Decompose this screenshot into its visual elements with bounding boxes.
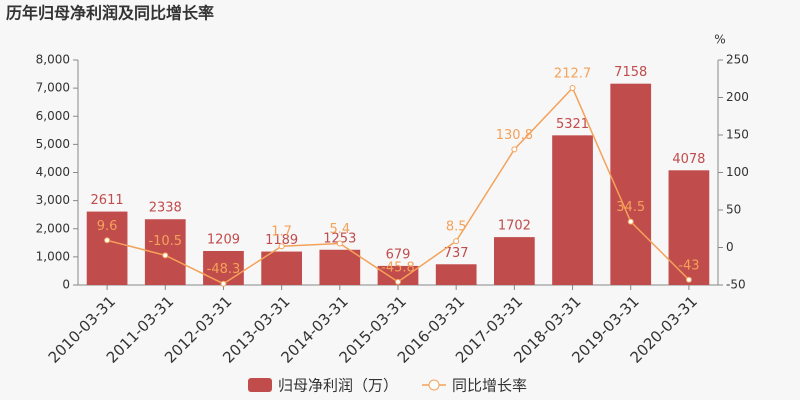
line-label: 130.8 [496, 128, 533, 143]
y-tick-label: 1,000 [36, 249, 70, 263]
bar-label: 2338 [149, 201, 182, 216]
y-tick-label: 4,000 [36, 165, 70, 179]
bar-label: 2611 [91, 193, 124, 208]
bar [319, 249, 361, 285]
y2-tick-label: 150 [726, 128, 749, 142]
y2-unit: % [714, 33, 725, 47]
y-tick-label: 3,000 [36, 193, 70, 207]
y-tick-label: 5,000 [36, 137, 70, 151]
chart-title: 历年归母净利润及同比增长率 [6, 4, 214, 23]
bar-label: 737 [444, 246, 469, 261]
bar-label: 1209 [207, 232, 240, 247]
y2-tick-label: 250 [726, 53, 749, 67]
line-point [627, 218, 634, 225]
y2-tick-label: 50 [726, 203, 741, 217]
line-label: 9.6 [97, 219, 118, 234]
line-label: 1.7 [271, 225, 292, 240]
bar [261, 251, 302, 285]
y-tick-label: 0 [62, 278, 70, 292]
bar-label: 679 [386, 247, 411, 262]
line-label: -10.5 [148, 234, 182, 249]
y-tick-label: 2,000 [36, 221, 70, 235]
bar [494, 237, 535, 285]
y-tick-label: 8,000 [36, 53, 70, 67]
y2-tick-label: 100 [726, 165, 749, 179]
line-point [453, 238, 460, 245]
line-point [104, 237, 111, 244]
legend-label: 同比增长率 [452, 377, 527, 395]
bar-label: 1253 [323, 231, 356, 246]
y-tick-label: 6,000 [36, 109, 70, 123]
y2-tick-label: -50 [726, 278, 746, 292]
bar [377, 265, 419, 285]
line-point [162, 252, 169, 259]
bar-label: 1189 [265, 233, 298, 248]
line-label: 34.5 [616, 200, 645, 215]
bar-label: 5321 [556, 117, 589, 132]
line-point [395, 278, 401, 285]
line-label: 8.5 [446, 220, 467, 235]
line-point [220, 280, 227, 287]
y-tick-label: 7,000 [36, 81, 70, 95]
y2-tick-label: 200 [726, 90, 749, 104]
bar [552, 135, 593, 285]
line-point [569, 84, 576, 91]
line-point [685, 276, 692, 283]
line-label: -45.8 [381, 260, 415, 275]
bar [203, 250, 244, 285]
line-point [336, 240, 343, 247]
bar-label: 7158 [614, 65, 647, 80]
line-label: -48.3 [207, 262, 241, 277]
line-label: 5.4 [329, 222, 350, 237]
bar [610, 83, 652, 286]
bar-label: 4078 [672, 152, 705, 167]
line-point [511, 146, 518, 153]
y2-tick-label: 0 [726, 240, 734, 254]
line-label: 212.7 [554, 66, 591, 81]
legend-label: 归母净利润（万） [278, 377, 398, 395]
bar [435, 264, 477, 285]
bar [86, 211, 128, 285]
legend-swatch [248, 378, 272, 392]
legend-swatch [428, 379, 440, 391]
line-label: -43 [678, 258, 699, 273]
line-point [278, 243, 285, 250]
bar-label: 1702 [498, 219, 531, 234]
